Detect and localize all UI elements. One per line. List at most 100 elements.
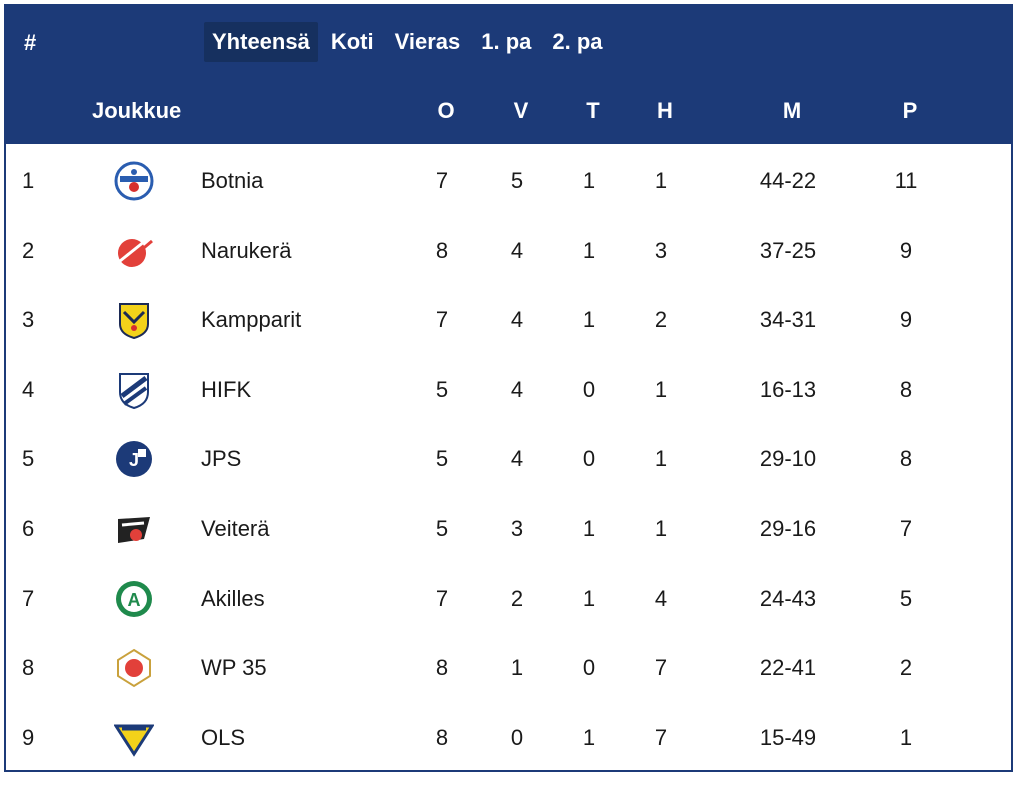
v-cell: 4	[510, 237, 524, 263]
v-cell: 4	[510, 307, 524, 333]
table-row[interactable]: 3 Kampparit 7 4 1 2 34-31 9	[4, 285, 1013, 355]
rank-column-header: #	[24, 30, 37, 55]
table-row[interactable]: 5 J JPS 5 4 0 1 29-10 8	[4, 424, 1013, 494]
h-cell: 1	[654, 446, 668, 472]
o-cell: 5	[435, 446, 449, 472]
table-row[interactable]: 2 Narukerä 8 4 1 3 37-25 9	[4, 216, 1013, 286]
ols-logo	[113, 718, 155, 758]
t-cell: 1	[582, 585, 596, 611]
m-cell: 15-49	[759, 724, 817, 750]
o-cell: 7	[435, 307, 449, 333]
svg-text:J: J	[129, 450, 139, 470]
m-cell: 37-25	[759, 237, 817, 263]
o-column-header[interactable]: O	[437, 98, 455, 123]
h-column-header[interactable]: H	[657, 98, 673, 123]
p-cell: 2	[899, 655, 913, 681]
m-cell: 44-22	[759, 168, 817, 193]
table-row[interactable]: 7 A Akilles 7 2 1 4 24-43 5	[4, 564, 1013, 634]
tab-1-pa[interactable]: 1. pa	[481, 29, 532, 54]
v-cell: 1	[510, 655, 524, 681]
h-cell: 2	[654, 307, 668, 333]
t-cell: 1	[582, 516, 596, 541]
p-cell: 8	[899, 446, 913, 472]
t-cell: 1	[582, 168, 596, 193]
p-cell: 1	[899, 724, 913, 750]
v-cell: 4	[510, 376, 524, 402]
h-cell: 1	[654, 516, 668, 541]
h-cell: 1	[654, 376, 668, 402]
rank-cell: 3	[22, 307, 35, 333]
m-cell: 29-16	[759, 516, 817, 541]
h-cell: 7	[654, 655, 668, 681]
t-cell: 1	[582, 237, 596, 263]
m-column-header[interactable]: M	[782, 98, 802, 123]
rank-cell: 8	[22, 655, 35, 681]
tab-koti[interactable]: Koti	[330, 29, 374, 54]
p-cell: 9	[899, 307, 913, 333]
p-cell: 5	[899, 585, 913, 611]
team-name-link[interactable]: OLS	[201, 724, 246, 750]
h-cell: 1	[654, 168, 668, 193]
rank-cell: 2	[22, 237, 35, 263]
p-cell: 9	[899, 237, 913, 263]
p-column-header[interactable]: P	[902, 98, 918, 123]
wp35-logo	[114, 648, 154, 688]
o-cell: 5	[435, 516, 449, 541]
veitera-logo	[114, 509, 154, 549]
narukera-logo	[114, 231, 154, 271]
rank-cell: 4	[22, 376, 35, 402]
botnia-logo	[114, 161, 154, 201]
table-header: # Yhteensä Koti Vieras 1. pa 2. pa Joukk…	[4, 4, 1013, 144]
m-cell: 29-10	[759, 446, 817, 472]
akilles-logo: A	[114, 579, 154, 619]
team-column-header[interactable]: Joukkue	[92, 98, 182, 123]
table-row[interactable]: 8 WP 35 8 1 0 7 22-41 2	[4, 633, 1013, 703]
rank-cell: 5	[22, 446, 35, 472]
v-cell: 4	[510, 446, 524, 472]
table-row[interactable]: 1 Botnia 7 5 1 1 44-22 11	[4, 146, 1013, 216]
h-cell: 4	[654, 585, 668, 611]
kampparit-logo	[114, 300, 154, 340]
team-name-link[interactable]: Narukerä	[201, 237, 292, 263]
table-row[interactable]: 6 Veiterä 5 3 1 1 29-16 7	[4, 494, 1013, 564]
team-name-link[interactable]: WP 35	[201, 655, 267, 681]
o-cell: 5	[435, 376, 449, 402]
t-cell: 1	[582, 307, 596, 333]
o-cell: 8	[435, 655, 449, 681]
m-cell: 22-41	[759, 655, 817, 681]
p-cell: 7	[899, 516, 913, 541]
m-cell: 34-31	[759, 307, 817, 333]
v-cell: 3	[510, 516, 524, 541]
team-name-link[interactable]: Kampparit	[201, 307, 302, 333]
o-cell: 8	[435, 237, 449, 263]
p-cell: 11	[894, 168, 918, 193]
h-cell: 3	[654, 237, 668, 263]
t-cell: 1	[582, 724, 596, 750]
tab-yhteensa[interactable]: Yhteensä	[204, 22, 318, 62]
tab-vieras[interactable]: Vieras	[394, 29, 461, 54]
team-name-link[interactable]: JPS	[201, 446, 242, 472]
tab-2-pa[interactable]: 2. pa	[552, 29, 603, 54]
h-cell: 7	[654, 724, 668, 750]
t-column-header[interactable]: T	[586, 98, 600, 123]
table-row[interactable]: 9 OLS 8 0 1 7 15-49 1	[4, 703, 1013, 773]
o-cell: 8	[435, 724, 449, 750]
team-name-link[interactable]: HIFK	[201, 376, 252, 402]
t-cell: 0	[582, 446, 596, 472]
jps-logo: J	[114, 439, 154, 479]
v-cell: 0	[510, 724, 524, 750]
team-name-link[interactable]: Botnia	[201, 168, 264, 193]
v-cell: 5	[510, 168, 524, 193]
hifk-logo	[114, 370, 154, 410]
t-cell: 0	[582, 376, 596, 402]
rank-cell: 7	[22, 585, 35, 611]
team-name-link[interactable]: Veiterä	[201, 516, 270, 541]
table-row[interactable]: 4 HIFK 5 4 0 1 16-13 8	[4, 355, 1013, 425]
v-cell: 2	[510, 585, 524, 611]
v-column-header[interactable]: V	[513, 98, 529, 123]
view-tabs: Yhteensä Koti Vieras 1. pa 2. pa	[204, 22, 616, 62]
m-cell: 24-43	[759, 585, 817, 611]
t-cell: 0	[582, 655, 596, 681]
team-name-link[interactable]: Akilles	[201, 585, 265, 611]
rank-cell: 1	[22, 168, 35, 193]
